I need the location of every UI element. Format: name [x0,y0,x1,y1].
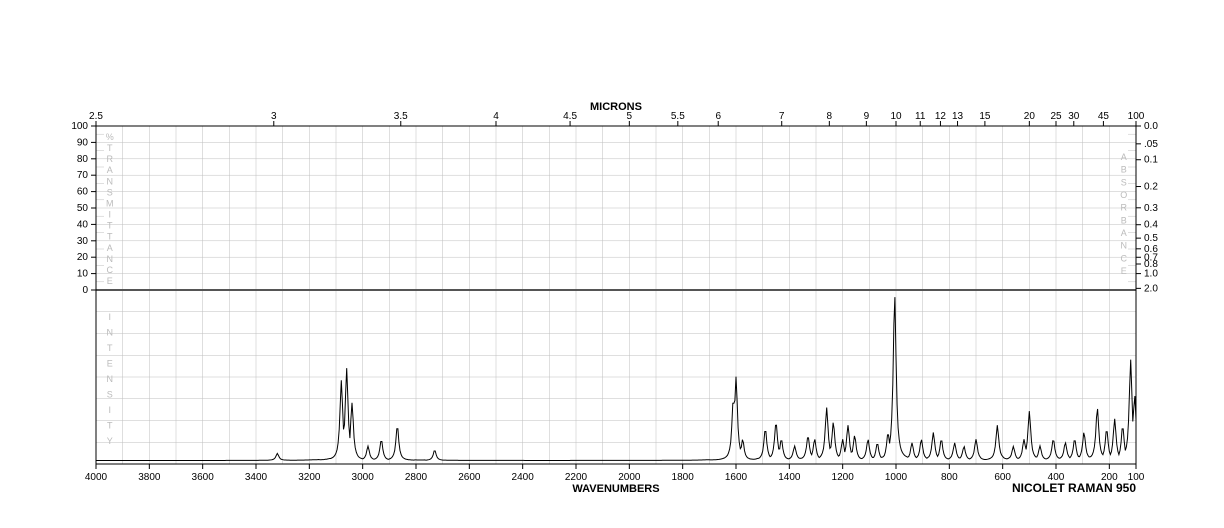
wavenumber-tick-label: 1400 [778,472,801,483]
micron-tick-label: 13 [952,111,964,122]
transmittance-tick-label: 10 [77,269,89,280]
transmittance-tick-label: 80 [77,154,89,165]
micron-tick-label: 30 [1068,111,1080,122]
absorbance-tick-label: 0.5 [1144,233,1158,244]
wavenumber-tick-label: 1200 [832,472,855,483]
axis-vertical-label-char: I [108,312,111,322]
transmittance-tick-label: 90 [77,137,89,148]
wavenumber-tick-label: 1600 [725,472,748,483]
absorbance-tick-label: 0.3 [1144,203,1158,214]
wavenumber-tick-label: 1800 [672,472,695,483]
micron-tick-label: 15 [979,111,991,122]
bottom-axis-title: WAVENUMBERS [572,483,659,495]
axis-vertical-label-char: A [1121,152,1128,162]
axis-vertical-label-char: E [107,276,114,286]
axis-vertical-label-char: E [107,359,114,369]
axis-vertical-label-char: % [106,132,115,142]
wavenumber-tick-label: 2000 [618,472,641,483]
wavenumber-tick-label: 1000 [885,472,908,483]
axis-vertical-label-char: S [1121,177,1128,187]
axis-vertical-label-char: T [107,421,113,431]
transmittance-tick-label: 70 [77,170,89,181]
axis-vertical-label-char: B [1121,165,1128,175]
axis-vertical-label-char: R [1121,203,1128,213]
micron-tick-label: 6 [715,111,721,122]
micron-tick-label: 5.5 [671,111,685,122]
axis-vertical-label-char: N [107,328,114,338]
axis-vertical-label-char: T [107,143,113,153]
raman-spectrum-trace [96,297,1136,460]
axis-vertical-label-char: I [108,405,111,415]
transmittance-tick-label: 60 [77,187,89,198]
axis-vertical-label-char: T [107,343,113,353]
absorbance-tick-label: 1.0 [1144,269,1158,280]
spectrum-figure: MICRONS2.533.544.555.5678910111213152025… [0,0,1224,528]
wavenumber-tick-label: 2200 [565,472,588,483]
axis-vertical-label-char: B [1121,215,1128,225]
axis-vertical-label-char: T [107,232,113,242]
axis-vertical-label-char: N [107,176,114,186]
micron-tick-label: 45 [1098,111,1110,122]
micron-tick-label: 20 [1024,111,1036,122]
micron-tick-label: 3.5 [394,111,408,122]
axis-vertical-label-char: N [107,374,114,384]
axis-vertical-label-char: A [107,165,114,175]
micron-tick-label: 5 [627,111,633,122]
wavenumber-tick-label: 800 [941,472,958,483]
axis-vertical-label-char: Y [107,436,114,446]
absorbance-tick-label: 0.1 [1144,155,1158,166]
micron-tick-label: 4 [493,111,499,122]
wavenumber-tick-label: 3800 [138,472,161,483]
axis-vertical-label-char: A [1121,228,1128,238]
absorbance-tick-label: 0.0 [1144,121,1158,132]
micron-tick-label: 9 [864,111,870,122]
micron-tick-label: 12 [935,111,947,122]
axis-vertical-label-char: A [107,243,114,253]
wavenumber-tick-label: 2400 [512,472,535,483]
micron-tick-label: 25 [1050,111,1062,122]
axis-vertical-label-char: S [107,390,114,400]
transmittance-tick-label: 30 [77,236,89,247]
axis-vertical-label-char: N [1121,241,1128,251]
micron-tick-label: 100 [1128,111,1145,122]
absorbance-tick-label: 0.4 [1144,220,1158,231]
axis-vertical-label-char: I [108,210,111,220]
axis-vertical-label-char: T [107,221,113,231]
absorbance-tick-label: 2.0 [1144,283,1158,294]
transmittance-tick-label: 40 [77,219,89,230]
axis-vertical-label-char: S [107,187,114,197]
micron-tick-label: 2.5 [89,111,103,122]
wavenumber-tick-label: 3200 [298,472,321,483]
absorbance-tick-label: 0.2 [1144,182,1158,193]
micron-tick-label: 10 [890,111,902,122]
transmittance-tick-label: 20 [77,252,89,263]
wavenumber-tick-label: 2600 [458,472,481,483]
wavenumber-tick-label: 3000 [352,472,375,483]
spectrum-svg: MICRONS2.533.544.555.5678910111213152025… [0,0,1224,528]
micron-tick-label: 4.5 [563,111,577,122]
axis-vertical-label-char: E [1121,266,1128,276]
micron-tick-label: 11 [915,111,926,122]
axis-vertical-label-char: M [106,198,114,208]
top-axis-title: MICRONS [590,101,642,113]
wavenumber-tick-label: 3600 [192,472,215,483]
instrument-label: NICOLET RAMAN 950 [1012,481,1136,495]
micron-tick-label: 7 [779,111,785,122]
transmittance-tick-label: 50 [77,203,89,214]
micron-tick-label: 8 [827,111,833,122]
transmittance-tick-label: 100 [71,121,88,132]
wavenumber-tick-label: 3400 [245,472,268,483]
wavenumber-tick-label: 2800 [405,472,428,483]
axis-vertical-label-char: O [1120,190,1128,200]
wavenumber-tick-label: 600 [994,472,1011,483]
absorbance-tick-label: .05 [1144,139,1158,150]
axis-vertical-label-char: C [1121,253,1128,263]
axis-vertical-label-char: C [107,265,114,275]
axis-vertical-label-char: R [107,154,114,164]
wavenumber-tick-label: 4000 [85,472,108,483]
axis-vertical-label-char: N [107,254,114,264]
micron-tick-label: 3 [271,111,277,122]
transmittance-tick-label: 0 [82,285,88,296]
